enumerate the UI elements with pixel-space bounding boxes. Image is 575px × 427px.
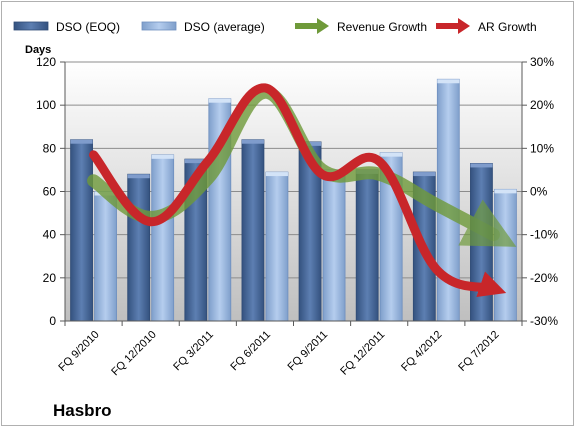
legend-swatch-bar [141,21,177,31]
legend-swatch-bar [13,21,49,31]
bar-cap-dso-eoq [241,139,264,144]
legend-swatch-arrow [295,18,329,34]
legend-label: DSO (EOQ) [56,20,120,34]
bar-dso-eoq [355,169,379,322]
bar-dso-eoq [241,139,265,322]
bar-dso-eoq [127,173,151,322]
legend: DSO (EOQ) DSO (average) Revenue Growth AR G… [13,18,537,34]
x-tick-label: FQ 3/2011 [171,329,216,374]
ar-growth-line [89,83,507,298]
x-tick-label: FQ 9/2011 [286,329,331,374]
y-tick-label: 60 [43,185,57,199]
bar-cap-dso-average [380,152,403,157]
bar-dso-eoq [70,139,93,322]
bar-cap-dso-average [265,172,288,177]
legend-label: AR Growth [478,20,537,34]
bar-cap-dso-average [437,79,460,84]
bar-dso-average [322,169,346,322]
company-name: Hasbro [53,401,112,420]
x-tick-label: FQ 12/2011 [338,329,387,378]
y2-tick-label: -20% [530,271,558,285]
bar-cap-dso-eoq [70,139,93,144]
y2-tick-label: -30% [530,314,558,328]
y-tick-label: 0 [49,314,56,328]
x-tick-label: FQ 4/2012 [399,329,444,374]
legend-label: DSO (average) [184,20,265,34]
bar-cap-dso-average [208,98,231,103]
bar-cap-dso-eoq [184,159,207,164]
y2-tick-label: 20% [530,98,554,112]
bar-dso-average [94,191,117,322]
bar-dso-average [494,188,517,322]
y-tick-label: 20 [43,271,57,285]
bar-dso-average [151,154,175,322]
y-tick-label: 40 [43,228,57,242]
y2-tick-label: -10% [530,228,558,242]
x-tick-label: FQ 7/2012 [456,329,501,374]
y-tick-label: 100 [36,98,56,112]
x-tick-label: FQ 9/2010 [56,329,101,374]
y-tick-labels: 0 20 40 60 80 100 120 [36,55,56,328]
y-tick-label: 120 [36,55,56,69]
axes [60,61,527,326]
bar-cap-dso-eoq [127,174,150,179]
y2-tick-label: 30% [530,55,554,69]
x-tick-label: FQ 12/2010 [109,329,159,379]
bar-dso-average [265,171,289,322]
bar-cap-dso-average [494,189,517,194]
legend-swatch-arrow [436,18,470,34]
bar-cap-dso-average [151,154,174,159]
y-tick-label: 80 [43,141,57,155]
bar-cap-dso-eoq [413,172,436,177]
y2-tick-labels: -30% -20% -10% 0% 10% 20% 30% [530,55,558,328]
bar-cap-dso-eoq [470,163,493,168]
y2-tick-label: 0% [530,185,548,199]
bar-dso-eoq [470,163,493,322]
x-tick-labels: FQ 9/2010 FQ 12/2010 FQ 3/2011 FQ 6/2011 FQ … [56,329,501,379]
y-axis-label: Days [25,44,51,56]
x-tick-label: FQ 6/2011 [228,329,273,374]
growth-lines [87,83,517,298]
y2-tick-label: 10% [530,141,554,155]
legend-label: Revenue Growth [337,20,427,34]
